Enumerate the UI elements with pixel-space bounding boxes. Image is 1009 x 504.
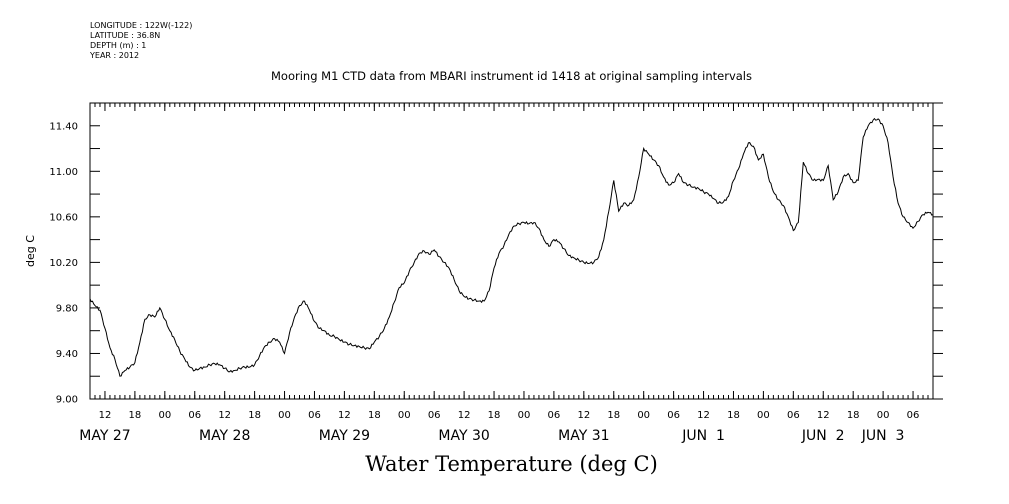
x-tick-label: 12 (697, 410, 710, 421)
x-tick-label: 00 (158, 410, 171, 421)
x-day-label: MAY 27 (79, 428, 130, 444)
y-tick-labels: 9.00 9.40 9.80 10.20 10.60 11.00 11.40 (49, 121, 78, 405)
x-tick-label: 06 (308, 410, 321, 421)
depth-label: DEPTH (m) : 1 (90, 41, 147, 50)
x-day-label: JUN 3 (861, 428, 905, 444)
x-tick-label: 00 (877, 410, 890, 421)
x-tick-label: 00 (518, 410, 531, 421)
x-tick-label: 18 (129, 410, 142, 421)
x-tick-label: 18 (607, 410, 620, 421)
x-tick-label: 18 (488, 410, 501, 421)
y-tick-label: 9.00 (56, 395, 78, 406)
x-day-label: JUN 1 (681, 428, 725, 444)
x-day-label: MAY 31 (558, 428, 609, 444)
chart-title: Mooring M1 CTD data from MBARI instrumen… (271, 69, 752, 83)
x-day-label: MAY 28 (199, 428, 250, 444)
x-day-label: MAY 29 (319, 428, 370, 444)
temperature-series-line (89, 117, 934, 377)
y-tick-label: 9.40 (56, 349, 78, 360)
longitude-label: LONGITUDE : 122W(-122) (90, 21, 193, 30)
x-tick-label: 18 (727, 410, 740, 421)
axis-ticks (89, 102, 943, 400)
x-tick-label: 12 (577, 410, 590, 421)
y-tick-label: 10.20 (49, 258, 78, 269)
metadata-block: LONGITUDE : 122W(-122) LATITUDE : 36.8N … (90, 21, 192, 61)
year-label: YEAR : 2012 (90, 51, 140, 60)
y-tick-label: 10.60 (49, 212, 78, 223)
x-tick-label: 00 (278, 410, 291, 421)
x-tick-label: 12 (817, 410, 830, 421)
x-tick-label: 06 (428, 410, 441, 421)
x-tick-label: 06 (548, 410, 561, 421)
x-tick-label: 12 (338, 410, 351, 421)
x-axis-title: Water Temperature (deg C) (365, 452, 658, 476)
x-tick-label: 12 (99, 410, 112, 421)
x-tick-label: 06 (787, 410, 800, 421)
x-tick-label: 12 (458, 410, 471, 421)
x-tick-label: 18 (847, 410, 860, 421)
x-tick-label: 12 (218, 410, 231, 421)
x-tick-label: 00 (398, 410, 411, 421)
x-tick-label: 06 (907, 410, 920, 421)
latitude-label: LATITUDE : 36.8N (90, 31, 161, 40)
y-axis-title: deg C (24, 235, 37, 267)
x-tick-label: 06 (188, 410, 201, 421)
x-tick-label: 18 (248, 410, 261, 421)
x-tick-labels: 12 18 00 06 12 18 00 06 12 18 00 06 12 18 00 06 12 18 00 06… (99, 410, 920, 421)
y-tick-label: 11.40 (49, 121, 78, 132)
y-tick-label: 11.00 (49, 167, 78, 178)
day-labels: MAY 27 MAY 28 MAY 29 MAY 30 MAY 31 JUN 1 JUN 2… (79, 428, 904, 444)
x-day-label: MAY 30 (438, 428, 489, 444)
x-tick-label: 06 (667, 410, 680, 421)
x-tick-label: 00 (757, 410, 770, 421)
plot-frame (89, 102, 934, 400)
x-tick-label: 18 (368, 410, 381, 421)
x-tick-label: 00 (637, 410, 650, 421)
y-tick-label: 9.80 (56, 303, 78, 314)
x-day-label: JUN 2 (801, 428, 845, 444)
